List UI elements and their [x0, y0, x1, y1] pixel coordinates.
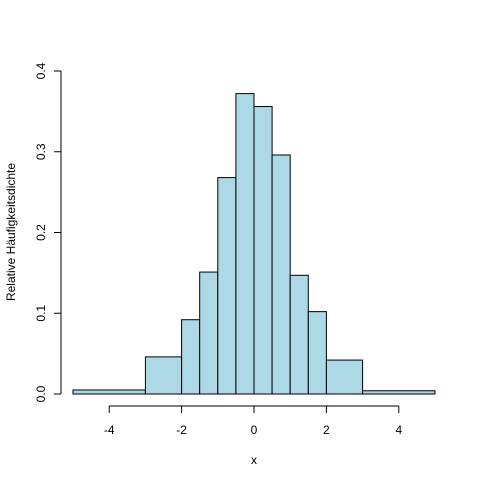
histogram-bar-11 — [362, 390, 436, 395]
histogram-bar-9 — [307, 311, 327, 395]
histogram-bars — [72, 93, 436, 395]
histogram-bar-6 — [253, 106, 273, 395]
histogram-bar-5 — [235, 93, 255, 395]
y-axis-ticks: 0.0 0.1 0.2 0.3 0.4 — [34, 62, 61, 402]
histogram-bar-7 — [271, 154, 291, 395]
x-tick-label: 2 — [323, 423, 330, 437]
y-tick-label: 0.4 — [34, 62, 48, 79]
x-tick-label: -4 — [104, 423, 115, 437]
histogram-bar-0 — [72, 389, 146, 395]
y-tick-label: 0.2 — [34, 224, 48, 241]
histogram-bar-8 — [289, 274, 309, 395]
x-tick-label: 0 — [251, 423, 258, 437]
x-axis-label: x — [251, 453, 257, 467]
histogram-bar-4 — [217, 177, 237, 395]
histogram-bar-1 — [144, 356, 183, 395]
histogram-bar-2 — [181, 319, 201, 395]
y-tick-label: 0.3 — [34, 143, 48, 160]
histogram-bar-10 — [325, 359, 364, 395]
histogram-bar-3 — [199, 271, 219, 395]
x-tick-label: 4 — [395, 423, 402, 437]
x-axis-ticks: -4 -2 0 2 4 — [104, 406, 402, 437]
y-tick-label: 0.1 — [34, 305, 48, 322]
y-axis-label: Relative Häufigkeitsdichte — [4, 163, 18, 301]
y-tick-label: 0.0 — [34, 385, 48, 402]
x-tick-label: -2 — [176, 423, 187, 437]
